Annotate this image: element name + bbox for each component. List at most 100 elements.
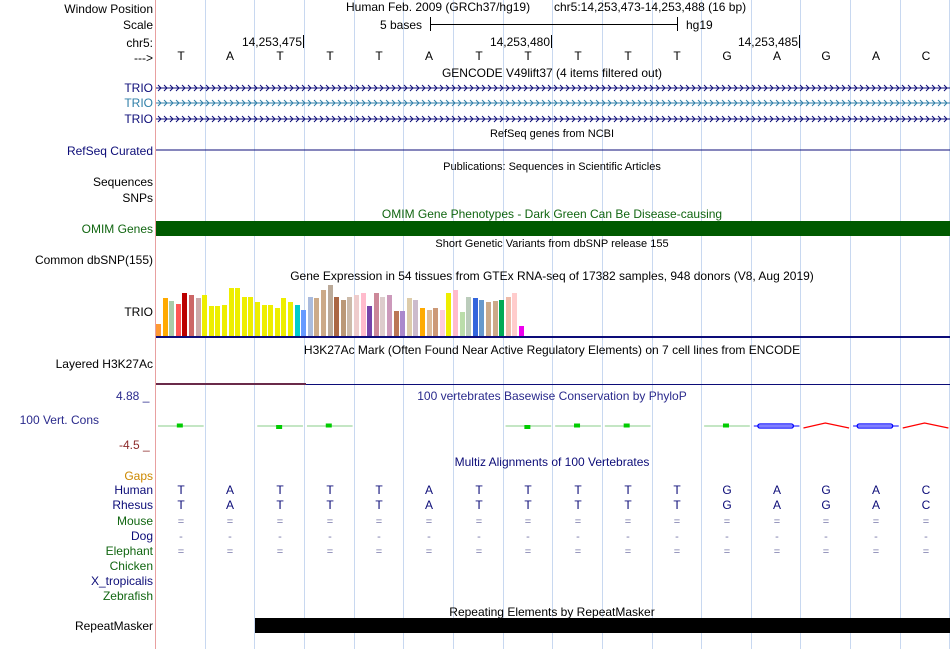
omim-track-title[interactable]: OMIM Gene Phenotypes - Dark Green Can Be… (381, 207, 723, 221)
refseq-label[interactable]: RefSeq Curated (66, 144, 153, 158)
species-label[interactable]: Mouse (116, 514, 153, 528)
gtex-tissue-bar[interactable] (321, 290, 326, 336)
species-label[interactable]: Elephant (105, 544, 153, 558)
gtex-tissue-bar[interactable] (301, 310, 306, 336)
gtex-tissue-bar[interactable] (374, 293, 379, 336)
phylop-track-title[interactable]: 100 vertebrates Basewise Conservation by… (417, 389, 687, 403)
gtex-tissue-bar[interactable] (281, 298, 286, 336)
species-label[interactable]: Dog (130, 529, 153, 543)
h3k27ac-label[interactable]: Layered H3K27Ac (55, 357, 153, 371)
repeatmasker-track-title[interactable]: Repeating Elements by RepeatMasker (449, 605, 655, 619)
publications-label-sequences[interactable]: Sequences (92, 175, 153, 189)
gtex-tissue-bar[interactable] (222, 305, 227, 336)
dna-base: T (326, 49, 334, 63)
species-label[interactable]: Chicken (109, 559, 153, 573)
gtex-tissue-bar[interactable] (493, 301, 498, 336)
gencode-strand-chevrons (157, 84, 948, 92)
gencode-label-3[interactable]: TRIO (124, 112, 153, 126)
omim-label[interactable]: OMIM Genes (81, 222, 153, 236)
gtex-tissue-bar[interactable] (394, 311, 399, 336)
repeatmasker-label[interactable]: RepeatMasker (74, 619, 153, 633)
gtex-tissue-bar[interactable] (196, 298, 201, 336)
gtex-tissue-bar[interactable] (427, 310, 432, 336)
gtex-tissue-bar[interactable] (440, 310, 445, 336)
gtex-tissue-bar[interactable] (229, 288, 234, 336)
gtex-tissue-bar[interactable] (433, 308, 438, 336)
alignment-base: = (177, 516, 185, 528)
gtex-tissue-bar[interactable] (314, 298, 319, 336)
gtex-tissue-bar[interactable] (255, 302, 260, 336)
gtex-tissue-bar[interactable] (341, 300, 346, 336)
gtex-tissue-bar[interactable] (268, 305, 273, 336)
gtex-tissue-bar[interactable] (460, 312, 465, 336)
gtex-tissue-bar[interactable] (361, 293, 366, 336)
gtex-tissue-bar[interactable] (156, 324, 161, 336)
gtex-tissue-bar[interactable] (308, 297, 313, 336)
dbsnp-label[interactable]: Common dbSNP(155) (34, 253, 153, 267)
gtex-tissue-bar[interactable] (446, 293, 451, 336)
gencode-track-title[interactable]: GENCODE V49lift37 (4 items filtered out) (441, 66, 663, 80)
gtex-tissue-bar[interactable] (169, 301, 174, 336)
dbsnp-track-title[interactable]: Short Genetic Variants from dbSNP releas… (435, 238, 669, 250)
dna-base: G (821, 49, 831, 63)
gtex-tissue-bar[interactable] (400, 311, 405, 336)
gtex-tissue-bar[interactable] (473, 298, 478, 336)
gtex-tissue-bar[interactable] (182, 293, 187, 336)
species-label[interactable]: Rhesus (112, 498, 153, 512)
omim-gene-bar[interactable] (156, 221, 950, 236)
position-readout[interactable]: chr5:14,253,473-14,253,488 (16 bp) (554, 0, 747, 14)
gtex-tissue-bar[interactable] (466, 297, 471, 336)
gtex-tissue-bar[interactable] (242, 297, 247, 336)
dna-base: T (673, 49, 681, 63)
gtex-tissue-bar[interactable] (407, 298, 412, 336)
multiz-track-title[interactable]: Multiz Alignments of 100 Vertebrates (454, 455, 650, 469)
gtex-tissue-bar[interactable] (295, 305, 300, 336)
alignment-base: T (475, 498, 483, 512)
gtex-tissue-bar[interactable] (209, 306, 214, 336)
gtex-tissue-bar[interactable] (512, 293, 517, 336)
species-label[interactable]: Zebrafish (102, 589, 153, 603)
gtex-tissue-bar[interactable] (354, 295, 359, 336)
gtex-track-title[interactable]: Gene Expression in 54 tissues from GTEx … (290, 269, 814, 283)
gtex-tissue-bar[interactable] (519, 326, 524, 336)
gtex-tissue-bar[interactable] (420, 308, 425, 336)
gtex-tissue-bar[interactable] (499, 300, 504, 336)
gencode-label-2[interactable]: TRIO (124, 96, 153, 110)
repeatmasker-element[interactable] (255, 618, 950, 633)
gtex-tissue-bar[interactable] (413, 300, 418, 336)
alignment-base: = (574, 546, 582, 558)
gencode-label-1[interactable]: TRIO (124, 81, 153, 95)
gtex-tissue-bar[interactable] (275, 308, 280, 336)
alignment-base: C (921, 483, 931, 497)
gtex-tissue-bar[interactable] (328, 285, 333, 336)
species-label[interactable]: X_tropicalis (90, 574, 153, 588)
gtex-tissue-bar[interactable] (176, 304, 181, 336)
gtex-tissue-bar[interactable] (479, 300, 484, 336)
gtex-label[interactable]: TRIO (124, 305, 153, 319)
gtex-tissue-bar[interactable] (380, 297, 385, 336)
gtex-tissue-bar[interactable] (347, 297, 352, 336)
gtex-tissue-bar[interactable] (453, 290, 458, 336)
gtex-tissue-bar[interactable] (202, 295, 207, 336)
gtex-tissue-bar[interactable] (387, 295, 392, 336)
gtex-tissue-bar[interactable] (248, 297, 253, 336)
publications-label-snps[interactable]: SNPs (122, 191, 153, 205)
gtex-tissue-bar[interactable] (163, 298, 168, 336)
gtex-tissue-bar[interactable] (334, 297, 339, 336)
gtex-tissue-bar[interactable] (506, 297, 511, 336)
gtex-tissue-bar[interactable] (235, 288, 240, 336)
gtex-tissue-bar[interactable] (288, 302, 293, 336)
refseq-track-title[interactable]: RefSeq genes from NCBI (489, 128, 615, 140)
gtex-tissue-bar[interactable] (215, 306, 220, 336)
gtex-tissue-bar[interactable] (486, 302, 491, 336)
species-label[interactable]: Human (114, 483, 153, 497)
gaps-label[interactable]: Gaps (124, 469, 153, 483)
publications-track-title[interactable]: Publications: Sequences in Scientific Ar… (443, 161, 661, 173)
phylop-label[interactable]: 100 Vert. Cons (19, 413, 99, 427)
gtex-tissue-bar[interactable] (367, 306, 372, 336)
gtex-tissue-bar[interactable] (189, 295, 194, 336)
alignment-base: - (328, 531, 332, 543)
gtex-tissue-bar[interactable] (262, 305, 267, 336)
h3k27ac-track-title[interactable]: H3K27Ac Mark (Often Found Near Active Re… (303, 343, 801, 357)
